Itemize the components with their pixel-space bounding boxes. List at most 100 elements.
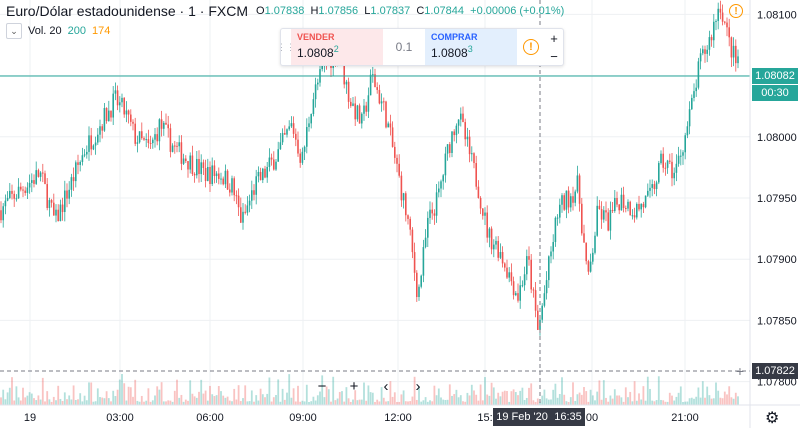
scroll-back-button[interactable]: ‹	[383, 377, 389, 395]
volume-bar	[57, 385, 60, 405]
candle-body	[431, 209, 433, 214]
candle-body	[697, 61, 700, 88]
candle-body	[574, 191, 576, 203]
candle-body	[72, 177, 75, 182]
volume-value-2: 174	[92, 25, 111, 37]
volume-bar	[572, 382, 574, 405]
buy-button[interactable]: COMPRAR 1.08083	[425, 29, 517, 65]
candle-body	[585, 242, 587, 262]
sell-button[interactable]: VENDER 1.08082	[291, 29, 383, 65]
candle-body	[189, 155, 191, 170]
quantity-field[interactable]: 0.1	[383, 29, 425, 65]
volume-bar	[479, 384, 482, 405]
volume-bar	[576, 394, 579, 405]
volume-bar	[382, 397, 385, 405]
volume-bar	[508, 401, 511, 405]
candle-body	[622, 194, 625, 209]
chevron-down-icon[interactable]: ⌄	[6, 23, 22, 39]
symbol-title[interactable]: Euro/Dólar estadounidense · 1 · FXCM	[6, 3, 248, 19]
volume-bar	[59, 398, 62, 405]
volume-bar	[213, 396, 216, 405]
candle-body	[686, 126, 689, 136]
volume-bar	[532, 400, 535, 405]
add-alert-plus-icon[interactable]: +	[735, 363, 745, 379]
volume-bar	[435, 395, 438, 405]
volume-bar	[677, 392, 680, 405]
volume-bar	[182, 401, 185, 405]
candle-body	[110, 110, 112, 118]
candle-body	[75, 162, 77, 182]
volume-bar	[717, 390, 720, 405]
volume-bar	[651, 400, 654, 405]
zoom-out-button[interactable]: −	[317, 377, 327, 395]
buy-label: COMPRAR	[431, 32, 478, 42]
volume-bar	[17, 397, 20, 405]
volume-bar	[503, 390, 506, 405]
candle-body	[453, 131, 455, 136]
volume-bar	[132, 396, 134, 405]
candle-body	[699, 53, 702, 62]
zoom-in-button[interactable]: +	[349, 377, 359, 395]
candle-body	[191, 155, 194, 174]
trade-alert[interactable]: !	[517, 29, 545, 65]
info-icon: !	[523, 39, 539, 55]
candle-body	[534, 290, 537, 311]
volume-bar	[510, 391, 513, 405]
volume-bar	[464, 401, 467, 405]
candle-body	[378, 89, 381, 104]
volume-bar	[165, 401, 167, 405]
volume-bar	[446, 399, 449, 405]
candle-body	[295, 133, 297, 140]
volume-bar	[8, 387, 11, 405]
candle-body	[383, 101, 385, 103]
volume-bar	[63, 392, 66, 405]
volume-bar	[334, 400, 337, 405]
volume-bar	[255, 395, 258, 405]
volume-bar	[358, 399, 361, 405]
candle-body	[262, 168, 264, 181]
volume-bar	[125, 400, 128, 405]
increase-button[interactable]: +	[550, 30, 558, 46]
candle-body	[398, 163, 400, 176]
volume-bar	[189, 380, 192, 405]
volume-bar	[321, 375, 324, 405]
candle-body	[211, 165, 213, 185]
candle-body	[202, 162, 205, 168]
alert-icon[interactable]: !	[729, 4, 743, 18]
drag-handle-icon[interactable]: ⋮⋮	[277, 41, 295, 52]
volume-bar	[453, 394, 456, 405]
volume-bar	[319, 391, 321, 405]
decrease-button[interactable]: −	[550, 48, 558, 64]
candle-body	[127, 110, 130, 115]
candle-body	[171, 145, 174, 152]
volume-bar	[244, 385, 247, 405]
volume-bar	[407, 401, 409, 405]
candle-body	[42, 172, 44, 174]
candle-body	[187, 161, 189, 170]
volume-bar	[607, 401, 610, 405]
candle-body	[589, 261, 592, 272]
candle-body	[169, 128, 172, 152]
volume-bar	[495, 398, 497, 405]
candle-body	[97, 134, 99, 143]
volume-bar	[171, 401, 174, 405]
scroll-forward-button[interactable]: ›	[415, 377, 421, 395]
candle-body	[552, 242, 554, 252]
candle-body	[308, 123, 310, 128]
candle-body	[90, 135, 92, 150]
volume-bar	[261, 394, 264, 405]
volume-bar	[688, 398, 691, 405]
candle-body	[466, 136, 469, 140]
volume-bar	[90, 382, 93, 405]
candle-body	[248, 200, 251, 206]
volume-bar	[715, 382, 717, 405]
volume-bar	[178, 397, 181, 405]
price-tick-label: 1.08100	[757, 9, 797, 21]
gear-icon[interactable]: ⚙	[765, 410, 780, 427]
volume-bar	[415, 399, 418, 405]
candle-body	[119, 102, 121, 106]
volume-bar	[79, 393, 82, 405]
candle-body	[523, 274, 526, 286]
volume-bar	[312, 396, 315, 405]
